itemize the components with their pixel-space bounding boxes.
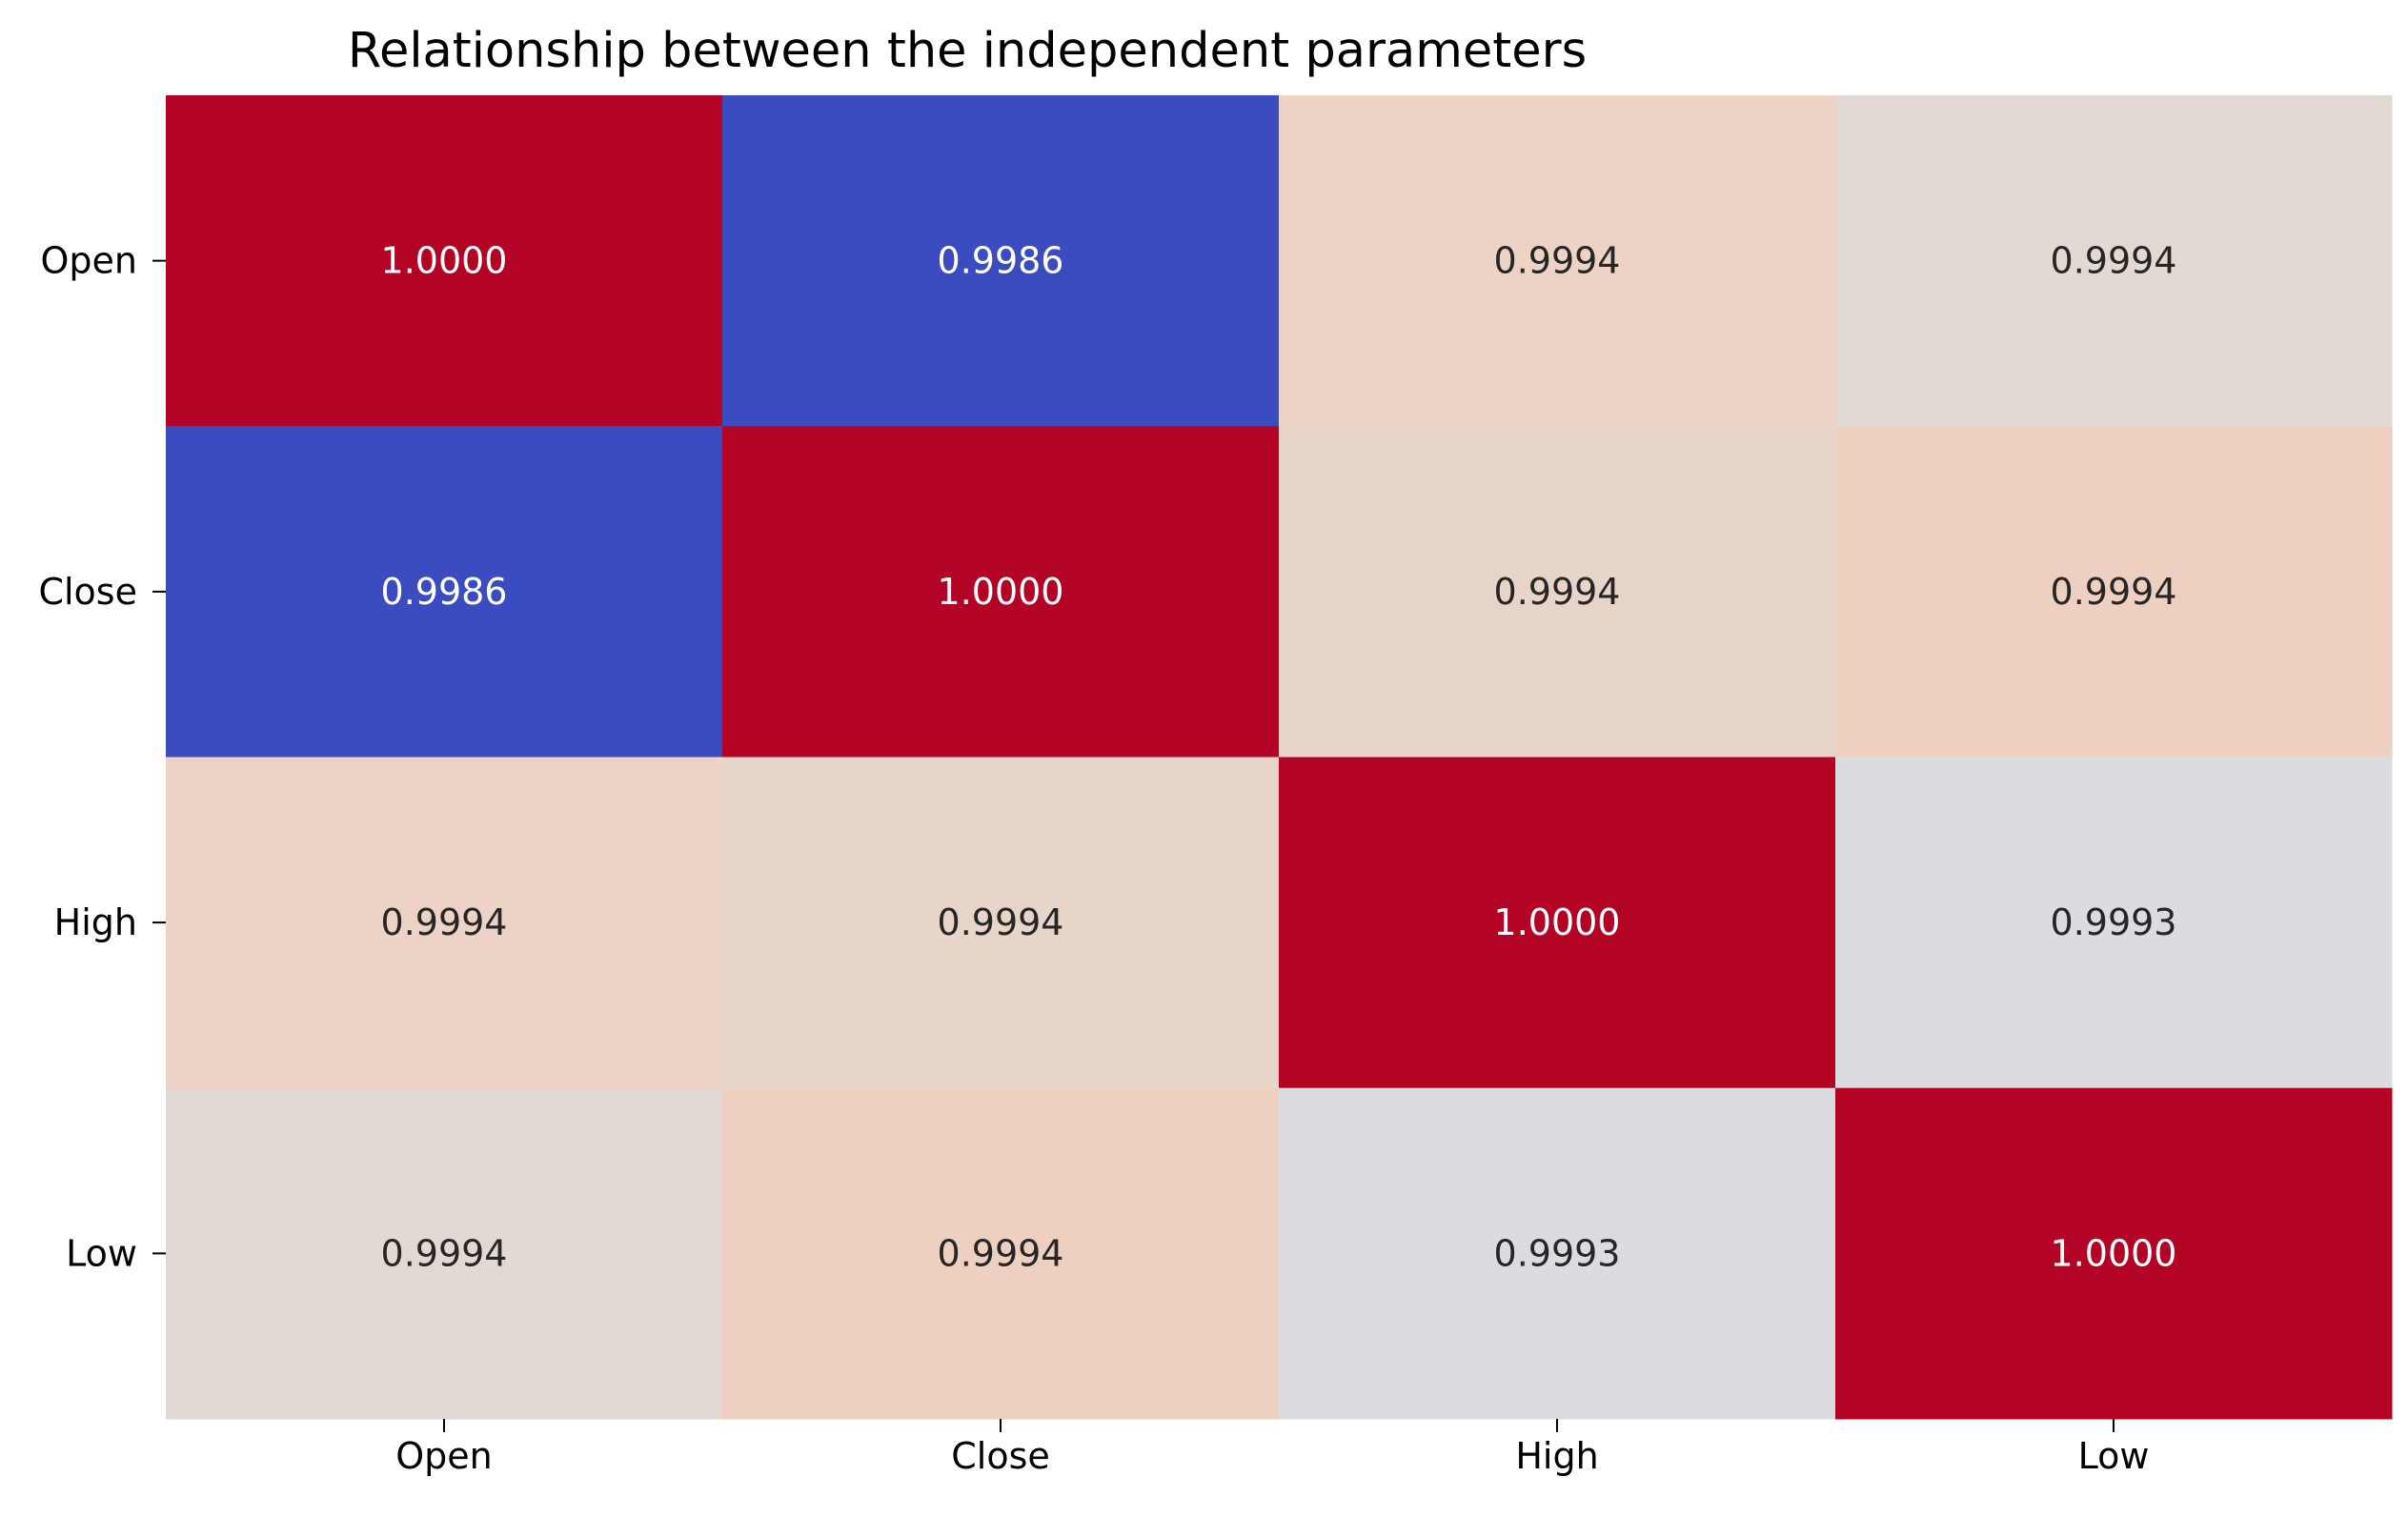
y-tick-label: Close [38,571,137,613]
heatmap-cell [722,426,1280,758]
heatmap-cell [1279,426,1836,758]
cell-value-label: 0.9994 [938,1232,1064,1274]
cell-value-label: 1.0000 [381,240,508,282]
cell-value-label: 1.0000 [1494,901,1621,943]
heatmap-cell [1279,95,1836,427]
axis-ticks: Open Close High Low Open Close High Low [38,240,2149,1477]
x-tick-label: Close [951,1435,1050,1477]
heatmap-cell [722,1087,1280,1420]
heatmap-cell [166,426,723,758]
x-tick-label: High [1515,1435,1598,1477]
heatmap-cell [166,95,723,427]
heatmap-cell [1835,757,2393,1089]
heatmap-cell [722,95,1280,427]
heatmap-cell [166,757,723,1089]
heatmap-cell [1279,1087,1836,1420]
heatmap-cell [722,757,1280,1089]
chart-title: Relationship between the independent par… [348,23,1587,79]
cell-value-label: 0.9994 [381,901,508,943]
x-tick-label: Low [2078,1435,2150,1477]
heatmap-cell [1835,95,2393,427]
heatmap-cell [1279,757,1836,1089]
cell-value-label: 0.9994 [1494,571,1621,613]
cell-value-label: 0.9993 [1494,1232,1621,1274]
cell-value-label: 0.9994 [1494,240,1621,282]
cell-value-label: 0.9986 [938,240,1064,282]
cell-value-label: 1.0000 [938,571,1064,613]
y-tick-label: Low [66,1232,137,1274]
cell-value-label: 0.9994 [381,1232,508,1274]
cell-value-label: 0.9993 [2051,901,2177,943]
heatmap-cell [1835,1087,2393,1420]
cell-value-label: 0.9986 [381,571,508,613]
heatmap-cell [166,1087,723,1420]
cell-value-label: 0.9994 [938,901,1064,943]
cell-value-label: 0.9994 [2051,571,2177,613]
x-tick-label: Open [395,1435,493,1477]
heatmap-cell [1835,426,2393,758]
y-tick-label: Open [41,240,138,282]
y-tick-label: High [54,901,137,943]
cell-value-label: 0.9994 [2051,240,2177,282]
cell-value-label: 1.0000 [2051,1232,2177,1274]
heatmap-cells: 1.0000 0.9986 0.9994 0.9994 0.9986 1.0000 0.99… [166,95,2393,1420]
